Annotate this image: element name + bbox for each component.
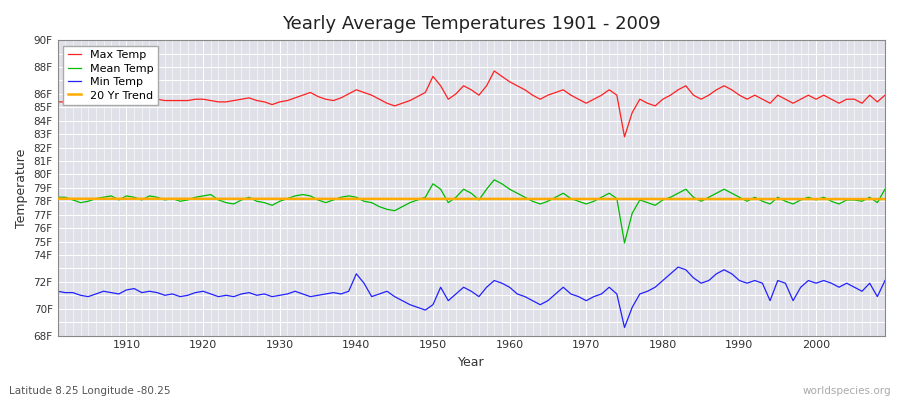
Mean Temp bbox=[619, 240, 630, 245]
Min Temp bbox=[328, 290, 338, 295]
Mean Temp bbox=[282, 196, 292, 201]
Mean Temp bbox=[52, 195, 63, 200]
Max Temp bbox=[619, 134, 630, 139]
Min Temp bbox=[672, 265, 683, 270]
Max Temp bbox=[328, 98, 338, 103]
Legend: Max Temp, Mean Temp, Min Temp, 20 Yr Trend: Max Temp, Mean Temp, Min Temp, 20 Yr Tre… bbox=[63, 46, 158, 105]
Max Temp bbox=[113, 100, 124, 104]
Title: Yearly Average Temperatures 1901 - 2009: Yearly Average Temperatures 1901 - 2009 bbox=[282, 15, 661, 33]
Min Temp bbox=[113, 292, 124, 296]
Max Temp bbox=[282, 98, 292, 103]
20 Yr Trend bbox=[52, 196, 63, 201]
Min Temp bbox=[52, 289, 63, 294]
20 Yr Trend bbox=[328, 196, 338, 201]
Min Temp bbox=[282, 292, 292, 296]
Mean Temp bbox=[113, 198, 124, 202]
Max Temp bbox=[504, 79, 515, 84]
20 Yr Trend bbox=[596, 196, 607, 201]
Mean Temp bbox=[489, 177, 500, 182]
Min Temp bbox=[504, 285, 515, 290]
Min Temp bbox=[619, 325, 630, 330]
20 Yr Trend bbox=[879, 197, 890, 202]
Text: Latitude 8.25 Longitude -80.25: Latitude 8.25 Longitude -80.25 bbox=[9, 386, 170, 396]
Line: Mean Temp: Mean Temp bbox=[58, 180, 885, 243]
Line: Min Temp: Min Temp bbox=[58, 267, 885, 328]
Y-axis label: Temperature: Temperature bbox=[15, 148, 28, 228]
20 Yr Trend bbox=[282, 196, 292, 201]
20 Yr Trend bbox=[113, 196, 124, 201]
Mean Temp bbox=[512, 191, 523, 196]
20 Yr Trend bbox=[497, 196, 508, 201]
20 Yr Trend bbox=[504, 196, 515, 201]
Min Temp bbox=[497, 281, 508, 286]
Max Temp bbox=[879, 93, 890, 98]
Mean Temp bbox=[879, 187, 890, 192]
Mean Temp bbox=[504, 187, 515, 192]
X-axis label: Year: Year bbox=[458, 356, 484, 369]
Text: worldspecies.org: worldspecies.org bbox=[803, 386, 891, 396]
Mean Temp bbox=[328, 198, 338, 202]
Max Temp bbox=[52, 100, 63, 104]
Min Temp bbox=[596, 292, 607, 296]
Max Temp bbox=[512, 83, 523, 88]
Min Temp bbox=[879, 278, 890, 283]
Max Temp bbox=[604, 88, 615, 92]
Line: Max Temp: Max Temp bbox=[58, 71, 885, 137]
Max Temp bbox=[489, 69, 500, 74]
Mean Temp bbox=[604, 191, 615, 196]
